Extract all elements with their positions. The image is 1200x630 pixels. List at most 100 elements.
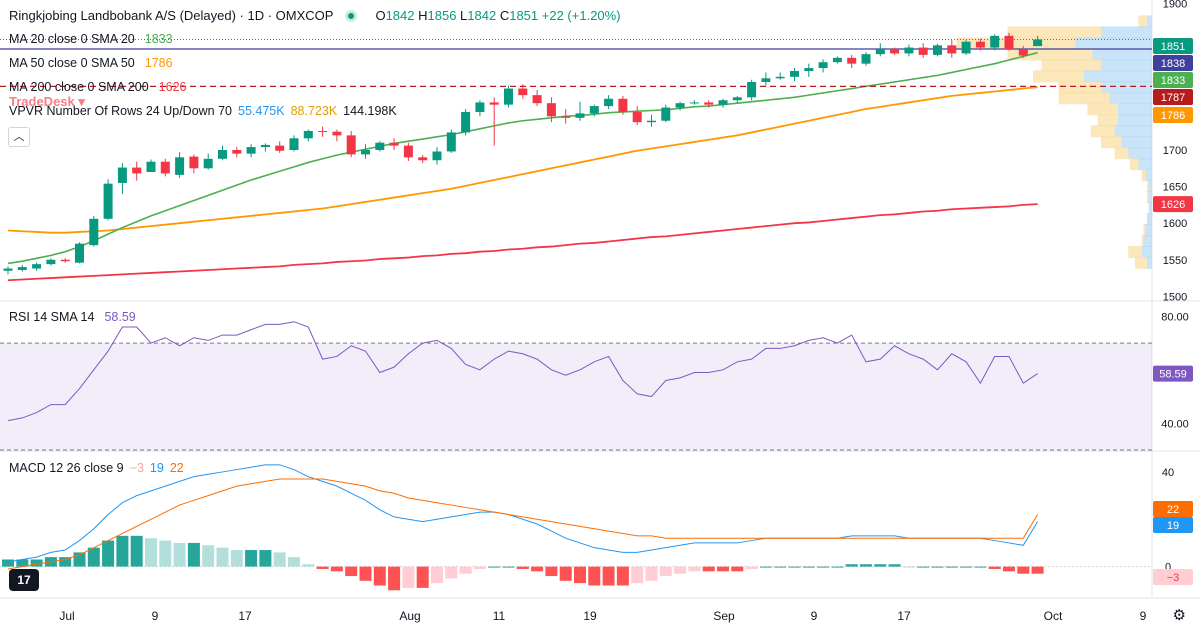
- candle-body: [990, 35, 1000, 48]
- macd-hist-bar: [531, 566, 544, 572]
- macd-hist-bar: [731, 566, 744, 572]
- candle-body: [175, 157, 185, 175]
- macd-legend[interactable]: MACD 12 26 close 9 −3 19 22: [9, 461, 184, 475]
- time-tick-label: Oct: [1044, 609, 1063, 623]
- macd-hist-bar: [602, 566, 615, 586]
- candle-body: [604, 98, 614, 107]
- time-tick-label: Jul: [59, 609, 74, 623]
- macd-tick-label: 40: [1162, 467, 1174, 479]
- vpvr-down-bar: [1087, 103, 1118, 116]
- candle-body: [647, 120, 656, 123]
- macd-hist-bar: [288, 557, 300, 567]
- macd-hist-bar: [988, 566, 1001, 569]
- candle-body: [804, 68, 814, 71]
- macd-hist-bar: [30, 559, 43, 567]
- vpvr-up-bar: [1075, 37, 1152, 50]
- candle-body: [260, 144, 270, 148]
- macd-hist-bar: [102, 540, 115, 567]
- candle-body: [532, 95, 542, 104]
- candle-body: [75, 243, 84, 263]
- candle-body: [189, 156, 199, 169]
- vpvr-legend[interactable]: VPVR Number Of Rows 24 Up/Down 70 55.475…: [9, 104, 397, 118]
- candle-body: [947, 45, 957, 54]
- candle-body: [618, 98, 628, 112]
- ma50-level-tag: 1787: [1161, 92, 1185, 104]
- collapse-legend-button[interactable]: ︿: [8, 127, 30, 147]
- price-change: +22 (+1.20%): [541, 8, 621, 23]
- ma20-value-tag: 1833: [1161, 75, 1185, 87]
- vpvr-down-bar: [1135, 256, 1147, 269]
- macd-hist-bar: [145, 538, 157, 567]
- signal-value-tag-bg: [1153, 501, 1193, 517]
- candle-body: [818, 62, 828, 69]
- macd-hist-bar: [802, 566, 815, 568]
- vpvr-down-bar: [1033, 70, 1084, 83]
- candle-body: [303, 130, 313, 139]
- ma20-legend[interactable]: MA 20 close 0 SMA 20 1833: [9, 32, 173, 46]
- candle-body: [160, 161, 170, 174]
- macd-hist-bar: [745, 566, 758, 569]
- macd-hist-bar: [488, 566, 501, 568]
- time-tick-label: 17: [897, 609, 911, 623]
- tradingview-logo[interactable]: 17: [9, 569, 39, 591]
- macd-hist-bar: [817, 566, 830, 568]
- hist-value-tag: −3: [1167, 572, 1180, 584]
- macd-hist-bar: [588, 566, 601, 586]
- macd-hist-bar: [688, 566, 701, 572]
- macd-hist-bar: [187, 542, 200, 567]
- ma50-legend[interactable]: MA 50 close 0 SMA 50 1786: [9, 56, 173, 70]
- market-status-dot: [345, 9, 358, 22]
- vpvr-up-bar: [1118, 114, 1152, 127]
- macd-hist-bar: [459, 566, 472, 574]
- rsi-legend[interactable]: RSI 14 SMA 14 58.59: [9, 310, 136, 324]
- macd-hist-bar: [860, 564, 872, 567]
- candle-body: [203, 158, 213, 169]
- rsi-value-tag: 58.59: [1159, 369, 1187, 381]
- macd-hist-bar: [702, 566, 715, 572]
- candle-body: [689, 102, 699, 104]
- vpvr-up-bar: [1118, 103, 1152, 116]
- time-tick-label: Sep: [713, 609, 735, 623]
- vpvr-up-bar: [1148, 202, 1152, 215]
- ma50-level-tag-bg: [1153, 89, 1193, 105]
- ma200-legend[interactable]: MA 200 close 0 SMA 200 1626: [9, 80, 187, 94]
- vpvr-down-bar: [1141, 234, 1144, 247]
- candle-body: [1004, 35, 1014, 50]
- signal-value-tag: 22: [1167, 504, 1179, 516]
- vpvr-down-bar: [1128, 245, 1142, 258]
- macd-hist-bar: [788, 566, 801, 568]
- candle-body: [675, 103, 685, 108]
- macd-hist-bar: [1017, 566, 1030, 574]
- macd-hist-bar: [974, 566, 987, 568]
- vpvr-up-bar: [1109, 92, 1152, 105]
- ma50-value-tag-bg: [1153, 107, 1193, 123]
- candle-body: [117, 167, 127, 183]
- ma50-line: [7, 86, 1038, 234]
- candle-body: [132, 167, 142, 174]
- symbol-title[interactable]: Ringkjobing Landbobank A/S (Delayed) · 1…: [9, 8, 334, 23]
- rsi-tick-label: 40.00: [1161, 418, 1189, 430]
- macd-value-tag-bg: [1153, 517, 1193, 533]
- candle-body: [332, 131, 342, 136]
- candle-body: [961, 41, 971, 54]
- gear-icon[interactable]: ⚙: [1172, 607, 1186, 624]
- vpvr-up-bar: [1146, 256, 1152, 269]
- ohlc-values: O1842 H1856 L1842 C1851 +22 (+1.20%): [375, 8, 621, 23]
- time-tick-label: Aug: [399, 609, 420, 623]
- vpvr-up-bar: [1101, 26, 1152, 39]
- vpvr-up-bar: [1138, 158, 1152, 171]
- candle-body: [246, 147, 256, 154]
- ma50-value-tag: 1786: [1161, 110, 1185, 122]
- candle-body: [403, 145, 413, 158]
- vpvr-up-bar: [1143, 234, 1152, 247]
- macd-hist-bar: [902, 566, 915, 568]
- macd-hist-bar: [416, 566, 429, 588]
- candle-body: [232, 150, 242, 154]
- macd-hist-bar: [717, 566, 729, 572]
- candle-body: [561, 116, 571, 118]
- ma200-value-tag-bg: [1153, 196, 1193, 213]
- vpvr-down-bar: [1097, 114, 1118, 127]
- macd-hist-bar: [431, 566, 443, 584]
- macd-hist-bar: [402, 566, 415, 588]
